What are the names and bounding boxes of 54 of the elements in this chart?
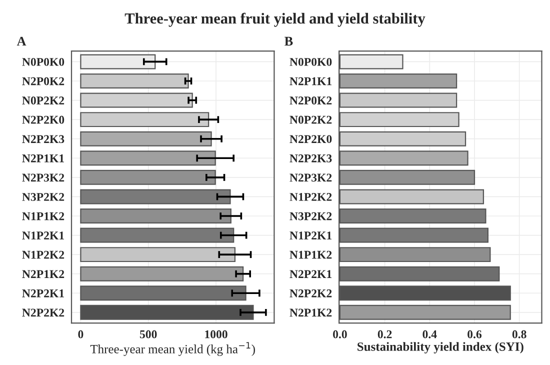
y-tick-label: N2P3K2 [22, 174, 64, 182]
bar [80, 266, 244, 282]
y-tick-label: N1P2K2 [22, 250, 64, 259]
bar [80, 112, 210, 128]
y-tick-label: N3P2K2 [22, 192, 64, 201]
bar [80, 131, 212, 146]
bar [80, 150, 216, 166]
x-tick-label: 0.6 [468, 330, 482, 338]
y-tick-label: N2P2K0 [290, 135, 332, 144]
bar [80, 189, 231, 204]
x-axis-title: Three-year mean yield (kg ha$^{−1}$) [90, 342, 255, 356]
y-tick-label: N2P0K2 [22, 77, 64, 86]
y-tick-label: N0P0K0 [22, 58, 64, 66]
y-tick-label: N2P2K2 [290, 289, 332, 298]
y-tick-label: N2P2K1 [22, 289, 64, 298]
y-tick-label: N2P2K3 [22, 135, 64, 144]
y-tick-label: N1P2K1 [22, 232, 64, 240]
x-tick-label: 0.8 [512, 330, 526, 338]
x-axis-title: Sustainability yield index (SYI) [358, 342, 524, 354]
bar [80, 247, 236, 262]
y-tick-label: N2P2K1 [290, 270, 332, 278]
x-tick-label: 0 [78, 330, 84, 338]
y-tick-label: N2P2K3 [290, 154, 332, 162]
y-tick-label: N2P1K2 [22, 270, 64, 278]
x-tick-label: 0.4 [422, 330, 437, 338]
y-tick-label: N1P2K1 [290, 232, 332, 240]
y-tick-label: N0P0K0 [290, 58, 332, 66]
x-tick-label: 500 [140, 330, 157, 338]
y-tick-label: N0P2K2 [290, 116, 332, 124]
bar [80, 73, 189, 88]
x-tick-label: 1000 [205, 330, 228, 338]
bar [80, 170, 216, 185]
y-tick-label: N1P2K2 [290, 192, 332, 201]
chart-title: A [16, 36, 26, 46]
text: Three-year mean fruit yield and yield stability [124, 12, 426, 27]
y-tick-label: N0P2K2 [22, 96, 64, 104]
bar [80, 286, 246, 301]
y-tick-label: N2P2K2 [22, 308, 64, 317]
y-tick-label: N3P2K2 [290, 212, 332, 220]
x-tick-label: 0.0 [333, 330, 347, 338]
y-tick-label: N1P1K2 [290, 250, 332, 259]
bar [80, 208, 232, 224]
y-tick-label: N2P0K2 [290, 96, 332, 104]
bar [80, 92, 193, 108]
y-tick-label: N2P2K0 [22, 116, 64, 124]
bar [80, 304, 254, 320]
x-tick-label: 0.2 [378, 330, 392, 338]
y-tick-label: N1P1K2 [22, 212, 64, 220]
y-tick-label: N2P1K1 [22, 154, 64, 162]
y-tick-label: N2P1K1 [290, 77, 332, 86]
bar [80, 228, 234, 243]
chart-title: B [284, 36, 293, 46]
y-tick-label: N2P1K2 [290, 308, 332, 317]
y-tick-label: N2P3K2 [290, 174, 332, 182]
